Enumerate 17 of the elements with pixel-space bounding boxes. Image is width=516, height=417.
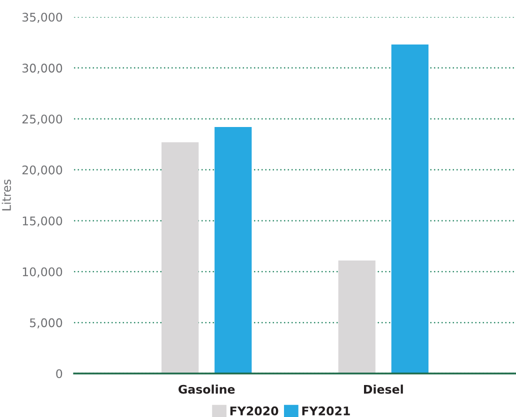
y-tick-label: 20,000 xyxy=(22,166,62,176)
y-axis-title: Litres xyxy=(2,180,11,210)
x-tick-label: Gasoline xyxy=(178,384,235,394)
y-tick-label: 30,000 xyxy=(22,64,62,74)
bar xyxy=(162,142,199,374)
y-tick-label: 35,000 xyxy=(22,12,62,23)
y-tick-label: 10,000 xyxy=(22,267,62,278)
y-tick-label: 15,000 xyxy=(22,216,62,227)
legend-label: FY2021 xyxy=(302,406,350,416)
y-tick-label: 5,000 xyxy=(30,318,62,328)
bar xyxy=(214,127,252,374)
y-tick-label: 0 xyxy=(56,369,62,378)
bar xyxy=(391,44,428,374)
legend-label: FY2020 xyxy=(230,406,278,416)
y-tick-label: 25,000 xyxy=(22,114,62,125)
x-tick-label: Diesel xyxy=(364,384,403,394)
bar xyxy=(338,260,376,374)
